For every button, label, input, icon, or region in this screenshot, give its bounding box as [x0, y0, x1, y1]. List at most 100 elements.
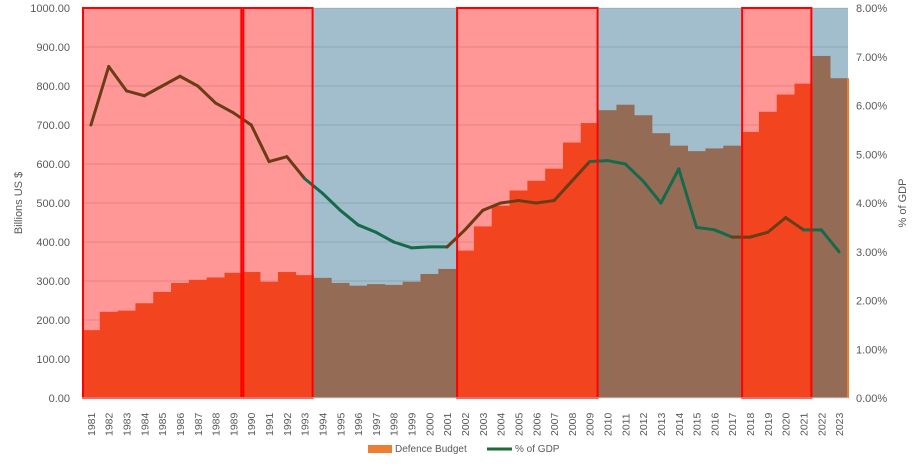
legend-swatch-defence-budget	[368, 445, 392, 453]
bar-1983	[118, 311, 136, 398]
x-tick-label: 2023	[834, 412, 846, 436]
gdp-line-segment-1999	[412, 247, 430, 248]
y2-tick-label: 6.00%	[856, 101, 887, 113]
bar-2004	[492, 206, 510, 398]
bar-1984	[135, 303, 153, 398]
x-tick-label: 1990	[246, 412, 258, 436]
y2-axis-label: % of GDP	[897, 179, 909, 228]
bar-1998	[385, 285, 403, 398]
x-tick-label: 1983	[122, 412, 134, 436]
legend: Defence Budget % of GDP	[368, 444, 560, 455]
x-tick-label: 2019	[763, 412, 775, 436]
legend-label-gdp: % of GDP	[515, 444, 560, 455]
x-tick-label: 1995	[335, 412, 347, 436]
bar-2006	[527, 181, 545, 398]
x-tick-label: 2006	[531, 412, 543, 436]
bar-1990	[242, 272, 260, 398]
y-tick-label: 100.00	[36, 354, 70, 366]
x-tick-label: 1994	[317, 412, 329, 436]
x-tick-label: 1988	[211, 412, 223, 436]
y2-tick-label: 7.00%	[856, 52, 887, 64]
bar-1999	[403, 282, 421, 398]
y2-tick-label: 2.00%	[856, 296, 887, 308]
y-axis-label: Billions US $	[13, 172, 25, 234]
bar-2016	[705, 148, 723, 398]
bar-2011	[616, 105, 634, 398]
x-tick-label: 2012	[638, 412, 650, 436]
y-tick-label: 600.00	[36, 159, 70, 171]
x-tick-label: 2007	[549, 412, 561, 436]
bar-2022	[812, 56, 830, 398]
x-tick-label: 1998	[389, 412, 401, 436]
bar-2017	[723, 146, 741, 398]
x-tick-label: 2022	[816, 412, 828, 436]
bar-2019	[759, 112, 777, 398]
x-tick-label: 1985	[157, 412, 169, 436]
bar-2002	[456, 251, 474, 398]
y2-tick-label: 0.00%	[856, 393, 887, 405]
bar-1996	[349, 286, 367, 398]
bar-1992	[278, 272, 296, 398]
x-tick-label: 2004	[496, 412, 508, 436]
y2-tick-label: 1.00%	[856, 344, 887, 356]
x-tick-label: 2003	[478, 412, 490, 436]
x-tick-label: 2005	[513, 412, 525, 436]
y-tick-label: 0.00	[49, 393, 70, 405]
x-tick-label: 1991	[264, 412, 276, 436]
gdp-line-segment-2009	[590, 161, 608, 162]
x-tick-label: 2016	[709, 412, 721, 436]
bar-1993	[296, 275, 314, 398]
x-tick-label: 1993	[300, 412, 312, 436]
bar-1997	[367, 284, 385, 398]
x-tick-label: 2021	[798, 412, 810, 436]
x-tick-label: 1982	[104, 412, 116, 436]
bar-2021	[795, 84, 813, 398]
x-tick-label: 2017	[727, 412, 739, 436]
x-tick-label: 2018	[745, 412, 757, 436]
y2-tick-label: 4.00%	[856, 198, 887, 210]
x-tick-label: 1992	[282, 412, 294, 436]
x-tick-label: 2020	[781, 412, 793, 436]
x-tick-label: 1986	[175, 412, 187, 436]
bar-1991	[260, 282, 278, 398]
bar-1995	[331, 283, 349, 398]
bar-2018	[741, 132, 759, 398]
bar-1987	[189, 280, 207, 398]
y2-tick-label: 8.00%	[856, 3, 887, 15]
y2-tick-label: 5.00%	[856, 149, 887, 161]
bar-2007	[545, 169, 563, 398]
y-tick-label: 900.00	[36, 42, 70, 54]
x-tick-label: 1981	[86, 412, 98, 436]
x-tick-label: 1997	[371, 412, 383, 436]
x-tick-label: 2009	[585, 412, 597, 436]
y-tick-label: 700.00	[36, 120, 70, 132]
x-tick-label: 1984	[139, 412, 151, 436]
x-tick-label: 1996	[353, 412, 365, 436]
bar-1982	[100, 312, 118, 398]
legend-label-defence-budget: Defence Budget	[395, 444, 467, 455]
x-tick-label: 2010	[603, 412, 615, 436]
bar-2010	[599, 110, 617, 398]
bar-1986	[171, 283, 189, 398]
bar-1989	[225, 273, 243, 398]
y-tick-label: 300.00	[36, 276, 70, 288]
x-tick-label: 2013	[656, 412, 668, 436]
y-tick-label: 400.00	[36, 237, 70, 249]
bar-2023	[830, 78, 848, 398]
bar-2005	[510, 191, 528, 398]
bar-2009	[581, 123, 599, 398]
bar-2001	[438, 269, 456, 398]
x-tick-label: 2000	[424, 412, 436, 436]
x-tick-label: 1999	[407, 412, 419, 436]
bar-1988	[207, 277, 225, 398]
x-tick-label: 2001	[442, 412, 454, 436]
bar-1981	[82, 330, 100, 398]
bar-2012	[634, 115, 652, 398]
bar-2000	[420, 274, 438, 398]
y2-tick-label: 3.00%	[856, 247, 887, 259]
x-tick-label: 1989	[228, 412, 240, 436]
x-tick-label: 2008	[567, 412, 579, 436]
bar-1985	[153, 292, 171, 398]
bar-2015	[688, 151, 706, 398]
